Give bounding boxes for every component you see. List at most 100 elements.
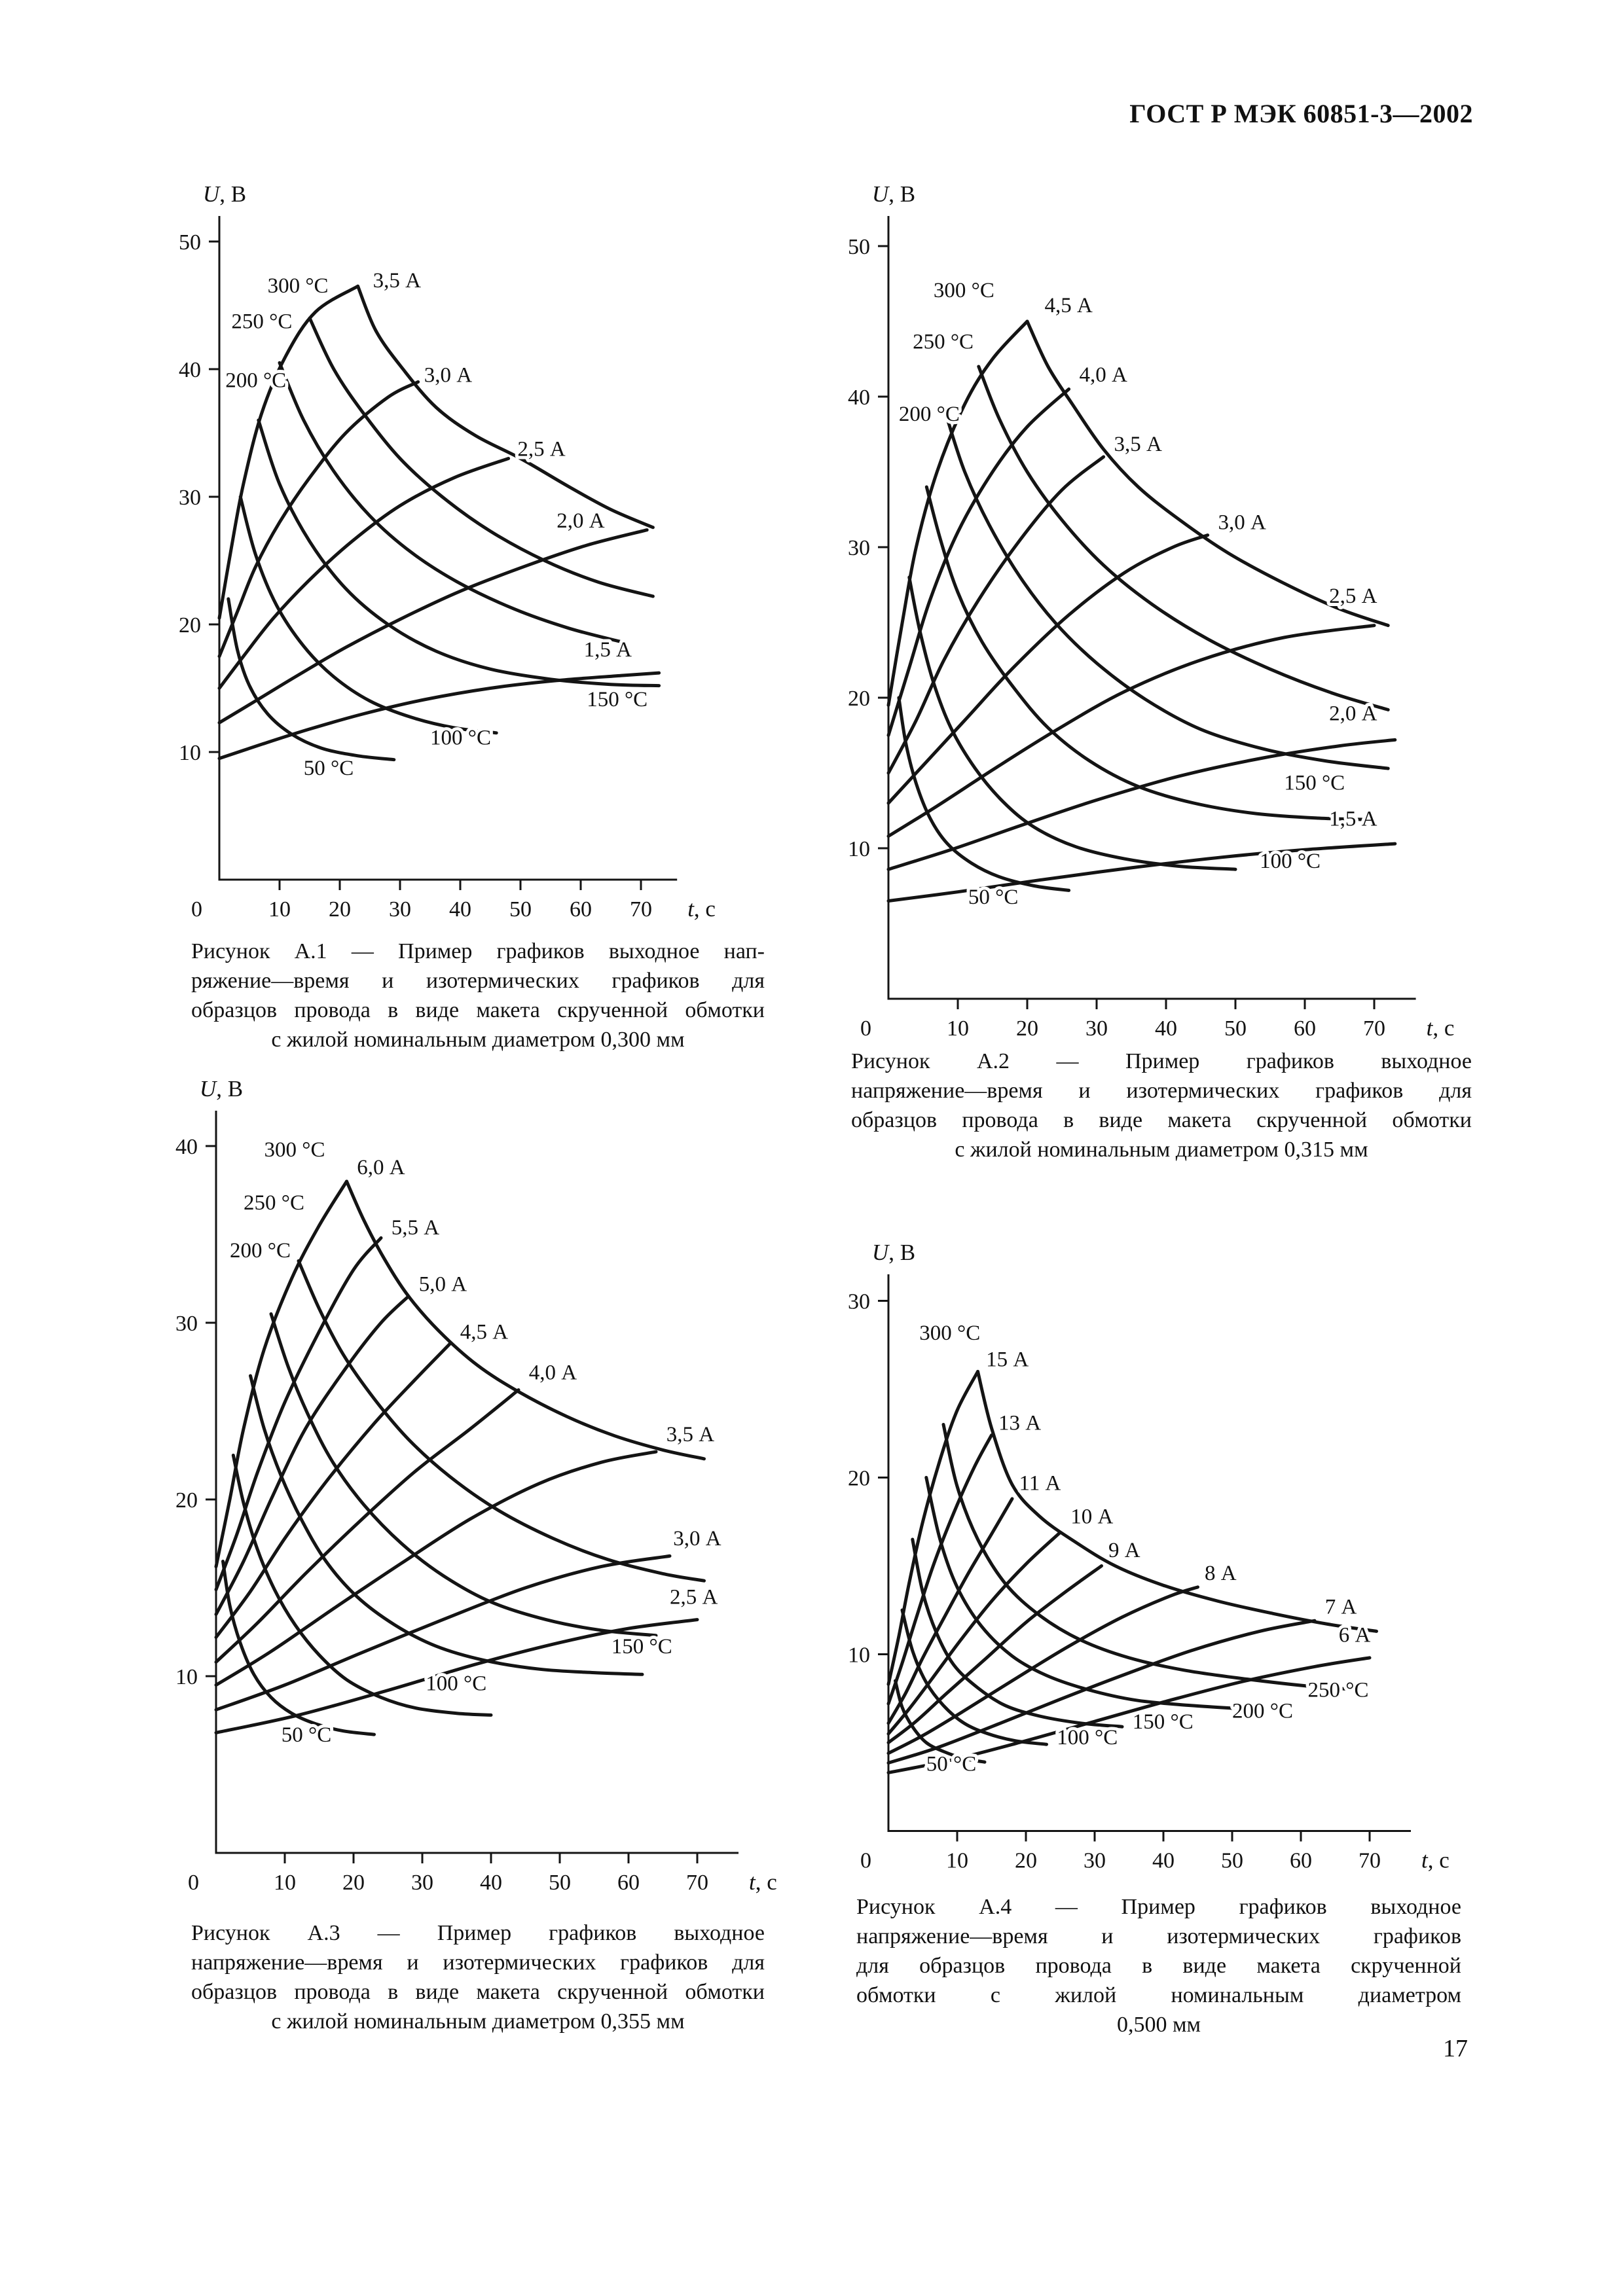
current-curve-2,0 А — [217, 528, 649, 725]
caption-line: Рисунок А.3 — Пример графиков выходное — [191, 1921, 765, 1945]
curve-label: 8 А — [1205, 1562, 1237, 1585]
y-tick-label: 40 — [175, 1135, 198, 1159]
curve-label: 5,5 А — [392, 1216, 440, 1240]
x-tick-label: 50 — [549, 1871, 571, 1895]
curve-label: 3,0 А — [1218, 511, 1267, 534]
x-axis-label: t, с — [749, 1869, 777, 1895]
x-tick-label: 40 — [1152, 1849, 1175, 1873]
x-axis-label: t, с — [687, 896, 716, 922]
curve-label: 150 °C — [1284, 771, 1345, 795]
curve-label: 2,5 А — [517, 438, 566, 461]
current-curve-6,0 А — [214, 1179, 348, 1569]
y-tick-label: 20 — [175, 1488, 198, 1513]
current-curve-5,0 А — [214, 1295, 410, 1616]
isotherm-curve-150 °C — [911, 1537, 1124, 1729]
x-tick-label: 60 — [1294, 1016, 1316, 1041]
y-axis-label: U, В — [200, 1076, 243, 1102]
caption-line: напряжение—время и изотермических график… — [851, 1078, 1472, 1103]
x-tick-label: 30 — [411, 1871, 433, 1895]
isotherm-curve-200 °C — [945, 418, 1390, 770]
current-curve-4,5 А — [214, 1342, 452, 1640]
isotherm-curve-200 °C — [924, 1476, 1248, 1711]
x-tick-label: 50 — [509, 897, 532, 922]
y-axis-label: U, В — [872, 181, 915, 207]
origin-label: 0 — [188, 1871, 199, 1895]
y-tick-label: 30 — [175, 1312, 198, 1336]
caption-line: с жилой номинальным диаметром 0,315 мм — [955, 1137, 1368, 1162]
curve-label: 150 °C — [611, 1635, 672, 1659]
current-curve-3,5 А — [217, 284, 360, 620]
chart-svg: 10 20 30 40 50 60 70 10 20 30 0 U, В t, с 15 А 13 А 11 … — [848, 1240, 1450, 1873]
isotherm-curve-250 °C — [297, 1259, 706, 1583]
current-curve-4,0 А — [214, 1388, 520, 1664]
figure-a4-chart: 10 20 30 40 50 60 70 10 20 30 0 U, В t, с 15 А 13 А 11 … — [826, 1219, 1483, 1903]
curve-label: 200 °C — [230, 1239, 291, 1263]
caption-line: ряжение—время и изотермических графиков … — [191, 968, 765, 993]
figure-a1-chart: 10 20 30 40 50 60 70 10 20 30 40 50 0 U, В t, с 3,5 А 3,… — [154, 160, 756, 952]
caption-line: с жилой номинальным диаметром 0,355 мм — [271, 2009, 685, 2034]
x-tick-label: 70 — [1359, 1849, 1381, 1873]
caption-line: 0,500 мм — [1116, 2012, 1201, 2037]
current-curve-1,5 А — [886, 842, 1397, 903]
current-curve-5,5 А — [214, 1236, 383, 1592]
x-tick-label: 40 — [449, 897, 471, 922]
curve-label: 3,5 А — [666, 1423, 715, 1446]
y-tick-label: 50 — [848, 235, 870, 259]
curve-label: 6,0 А — [357, 1156, 405, 1179]
curve-label: 150 °C — [1133, 1710, 1194, 1734]
isotherm-curve-250 °C — [941, 1423, 1358, 1691]
x-axis-label: t, с — [1421, 1848, 1450, 1873]
x-tick-label: 10 — [274, 1871, 296, 1895]
y-axis-label: U, В — [203, 181, 246, 207]
isotherm-curve-50 °C — [897, 696, 1071, 892]
axes — [887, 216, 1416, 1000]
y-tick-label: 30 — [848, 536, 870, 560]
curve-label: 2,0 А — [556, 509, 605, 533]
current-curve-3,5 А — [214, 1450, 658, 1687]
y-tick-label: 20 — [848, 687, 870, 711]
chart-svg: 10 20 30 40 50 60 70 10 20 30 40 50 0 U, В t, с 4,5 А 4,… — [848, 181, 1454, 1041]
curve-label: 250 °C — [231, 310, 292, 334]
current-curve-11 А — [886, 1497, 1014, 1725]
curve-label: 50 °C — [926, 1753, 976, 1776]
curve-label: 100 °C — [426, 1672, 486, 1696]
axes — [215, 1111, 739, 1854]
curve-label: 300 °C — [264, 1138, 325, 1162]
x-tick-label: 20 — [1016, 1016, 1038, 1041]
current-curve-3,5 А — [886, 455, 1106, 775]
curve-label: 1,5 А — [584, 638, 632, 662]
caption-line: обмотки с жилой номинальным диаметром — [856, 1982, 1461, 2007]
current-curve-1,5 А — [217, 671, 661, 761]
current-curve-4,0 А — [886, 387, 1071, 737]
isotherm-curve-100 °C — [907, 575, 1237, 871]
isotherm-curve-300 °C — [976, 1370, 1378, 1633]
caption-line: для образцов провода в виде макета скруч… — [856, 1953, 1461, 1978]
isotherm-curve-150 °C — [924, 485, 1376, 821]
origin-label: 0 — [860, 1849, 871, 1873]
current-curve-2,5 А — [217, 457, 511, 690]
curve-label: 50 °C — [304, 757, 354, 780]
curve-label: 250 °C — [244, 1191, 304, 1215]
isotherm-curve-100 °C — [900, 1608, 1048, 1746]
axes — [218, 216, 678, 881]
curve-label: 5,0 А — [419, 1272, 467, 1296]
curve-label: 1,5 А — [1329, 808, 1377, 831]
curve-label: 50 °C — [968, 886, 1018, 909]
current-curve-3,0 А — [886, 533, 1210, 805]
page-number: 17 — [1443, 2035, 1468, 2062]
chart-svg: 10 20 30 40 50 60 70 10 20 30 40 50 0 U, В t, с 3,5 А 3,… — [179, 181, 716, 922]
curve-label: 11 А — [1019, 1471, 1061, 1495]
curve-label: 10 А — [1070, 1505, 1113, 1529]
figure-a4-caption: Рисунок А.4 — Пример графиков выходное на… — [856, 1893, 1461, 2039]
curve-label: 100 °C — [430, 726, 491, 749]
curve-label: 300 °C — [268, 274, 329, 298]
figure-a1-caption: Рисунок А.1 — Пример графиков выходное н… — [191, 937, 765, 1055]
curve-label: 7 А — [1325, 1595, 1357, 1619]
x-tick-label: 30 — [1084, 1849, 1106, 1873]
x-tick-label: 70 — [630, 897, 652, 922]
x-tick-label: 60 — [1290, 1849, 1312, 1873]
isotherm-curve-300 °C — [345, 1179, 706, 1461]
x-tick-label: 20 — [1015, 1849, 1037, 1873]
y-tick-label: 10 — [848, 837, 870, 861]
caption-line: с жилой номинальным диаметром 0,300 мм — [271, 1027, 685, 1052]
